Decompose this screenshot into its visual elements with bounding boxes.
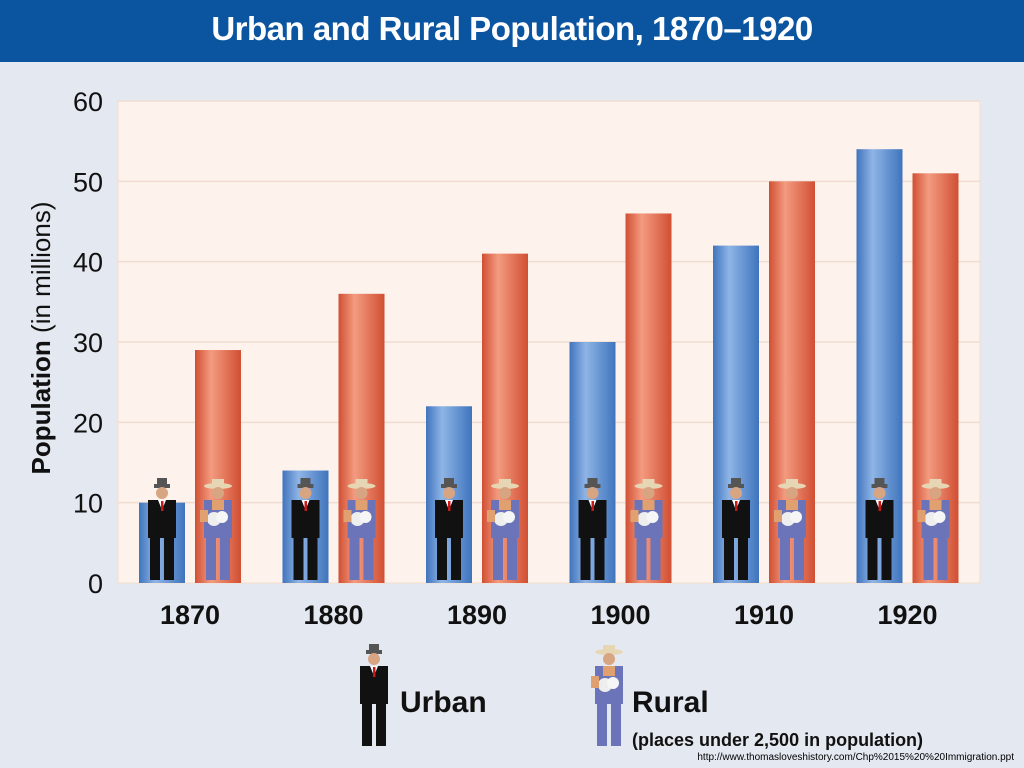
x-tick-label: 1900 [590,600,650,630]
bar-rural-1870 [195,350,241,583]
source-credit: http://www.thomasloveshistory.com/Chp%20… [697,752,1014,763]
x-tick-label: 1910 [734,600,794,630]
y-tick-label: 60 [73,87,103,117]
legend-rural-note: (places under 2,500 in population) [632,730,923,750]
y-tick-label: 30 [73,328,103,358]
legend-urban-label: Urban [400,686,487,719]
bar-rural-1880 [338,293,385,583]
chart-title: Urban and Rural Population, 1870–1920 [211,10,813,47]
x-tick-label: 1870 [160,600,220,630]
x-tick-label: 1920 [877,600,937,630]
y-tick-label: 0 [88,569,103,599]
x-tick-label: 1890 [447,600,507,630]
y-tick-label: 40 [73,248,103,278]
y-tick-label: 10 [73,489,103,519]
y-tick-label: 20 [73,408,103,438]
bar-urban-1900 [569,342,616,583]
y-axis-label: Population (in millions) [26,201,56,474]
title-bar: Urban and Rural Population, 1870–1920 [0,0,1024,62]
legend-rural-label: Rural [632,686,709,719]
x-tick-label: 1880 [303,600,363,630]
y-tick-label: 50 [73,167,103,197]
legend-urban-icon [360,644,388,746]
legend-rural-icon [591,645,623,746]
legend: Urban Rural (places under 2,500 in popul… [360,644,923,750]
